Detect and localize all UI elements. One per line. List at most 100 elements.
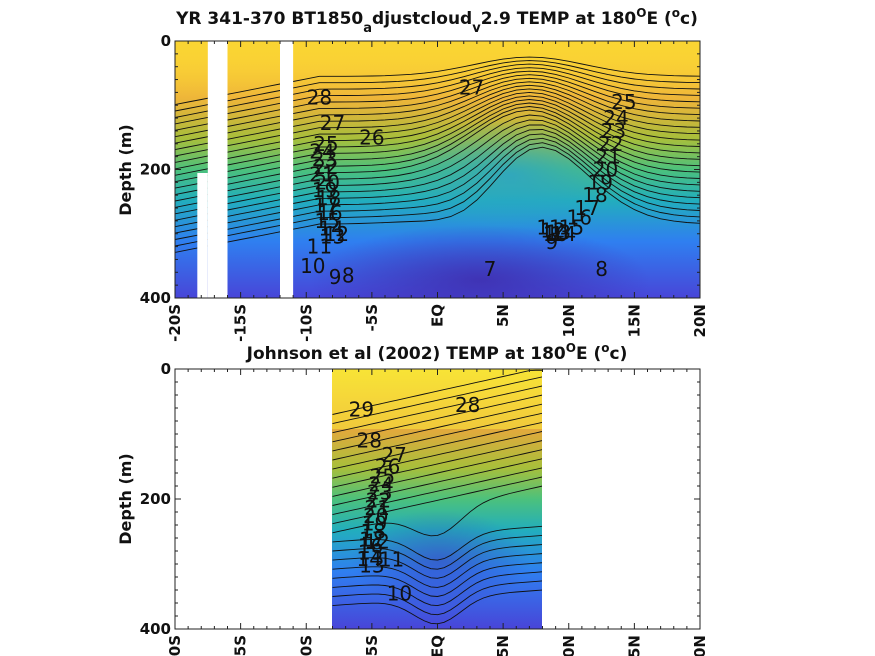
contour-label: 11 xyxy=(379,547,404,571)
isotherm xyxy=(175,119,700,215)
isotherm xyxy=(175,129,700,228)
isotherm xyxy=(332,476,542,525)
y-tick-label: 200 xyxy=(140,161,171,179)
contour-label: 10 xyxy=(543,222,568,246)
contour-label: 20 xyxy=(315,170,340,194)
contour-label: 25 xyxy=(611,90,636,114)
contour-label: 25 xyxy=(370,464,395,488)
contour-label: 11 xyxy=(307,235,332,259)
isotherm xyxy=(332,534,542,570)
x-tick-label: EQ xyxy=(429,304,447,327)
x-tick-label: 20N xyxy=(691,635,709,656)
panel-2-contour-lines xyxy=(332,369,542,625)
contour-label: 24 xyxy=(309,140,334,164)
isotherm xyxy=(175,142,700,247)
panel-2-x-ticks: -20S -15S -10S -5S EQ 5N 10N 15N 20N xyxy=(166,369,709,656)
contour-label: 27 xyxy=(381,443,406,467)
x-tick-label: -20S xyxy=(166,635,184,656)
contour-label: 18 xyxy=(582,183,607,207)
isotherm xyxy=(175,60,700,112)
panel-1-field xyxy=(175,41,700,298)
x-tick-label: 15N xyxy=(625,635,643,656)
panel-1-cold-pool xyxy=(310,225,650,298)
contour-label: 14 xyxy=(357,547,382,571)
contour-label: 13 xyxy=(320,224,345,248)
contour-label: 26 xyxy=(359,125,384,149)
contour-label: 15 xyxy=(315,209,340,233)
panel-2-title: Johnson et al (2002) TEMP at 180OE (oc) xyxy=(246,341,628,364)
isotherm xyxy=(332,544,542,579)
panel-2-y-ticks: 0 200 400 xyxy=(140,360,700,638)
contour-label: 19 xyxy=(362,512,387,536)
isotherm xyxy=(332,525,542,561)
contour-label: 8 xyxy=(595,257,608,281)
contour-label: 11 xyxy=(536,215,561,239)
contour-label: 8 xyxy=(342,264,355,288)
isotherm xyxy=(332,458,542,506)
contour-label: 21 xyxy=(595,145,620,169)
contour-label: 12 xyxy=(364,529,389,553)
contour-label: 16 xyxy=(358,534,383,558)
x-tick-label: -15S xyxy=(232,635,250,656)
isotherm xyxy=(332,403,542,452)
isotherm xyxy=(332,412,542,461)
contour-label: 17 xyxy=(359,527,384,551)
contour-label: 12 xyxy=(540,219,565,243)
isotherm xyxy=(332,431,542,479)
panel-observed: Johnson et al (2002) TEMP at 180OE (oc) … xyxy=(116,341,709,656)
x-tick-label: -15S xyxy=(232,304,250,342)
contour-label: 14 xyxy=(551,222,576,246)
isotherm xyxy=(175,63,700,118)
isotherm xyxy=(175,77,700,144)
isotherm xyxy=(175,88,700,163)
x-tick-label: 10N xyxy=(560,635,578,656)
contour-label: 22 xyxy=(366,488,391,512)
isotherm xyxy=(332,369,542,415)
isotherm xyxy=(175,102,700,189)
contour-label: 19 xyxy=(312,178,337,202)
contour-label: 24 xyxy=(603,106,628,130)
isotherm xyxy=(175,67,700,125)
isotherm xyxy=(175,137,700,240)
x-tick-label: -20S xyxy=(166,304,184,342)
contour-label: 17 xyxy=(313,193,338,217)
contour-label: 14 xyxy=(318,217,343,241)
panel-2-contour-labels: 29 28282726252423222120191817161514131211… xyxy=(349,393,481,606)
isotherm xyxy=(332,580,542,616)
isotherm xyxy=(175,146,700,253)
contour-label: 13 xyxy=(359,553,384,577)
y-tick-label: 0 xyxy=(161,32,171,50)
contour-label: 24 xyxy=(368,473,393,497)
contour-label: 7 xyxy=(484,257,497,281)
y-tick-label: 200 xyxy=(140,490,171,508)
contour-label: 28 xyxy=(455,393,480,417)
contour-label: 25 xyxy=(313,132,338,156)
data-gap xyxy=(280,41,294,298)
contour-label: 21 xyxy=(309,163,334,187)
contour-label: 9 xyxy=(545,230,558,254)
isotherm xyxy=(175,109,700,202)
y-tick-label: 400 xyxy=(140,289,171,307)
contour-label: 22 xyxy=(598,132,623,156)
isotherm xyxy=(332,571,542,607)
x-tick-label: 20N xyxy=(691,304,709,337)
isotherm xyxy=(332,449,542,497)
isotherm xyxy=(332,376,542,425)
x-tick-label: -5S xyxy=(363,304,381,331)
contour-label: 15 xyxy=(559,215,584,239)
isotherm xyxy=(332,421,542,470)
x-tick-label: -10S xyxy=(297,304,315,342)
contour-label: 27 xyxy=(320,111,345,135)
isotherm xyxy=(175,106,700,196)
isotherm xyxy=(175,124,700,221)
isotherm xyxy=(175,74,700,138)
contour-label: 10 xyxy=(387,581,412,605)
isotherm xyxy=(332,562,542,597)
contour-label: 16 xyxy=(567,206,592,230)
isotherm xyxy=(175,114,700,208)
isotherm xyxy=(332,394,542,443)
contour-label: 10 xyxy=(300,254,325,278)
panel-2-field xyxy=(332,369,542,629)
